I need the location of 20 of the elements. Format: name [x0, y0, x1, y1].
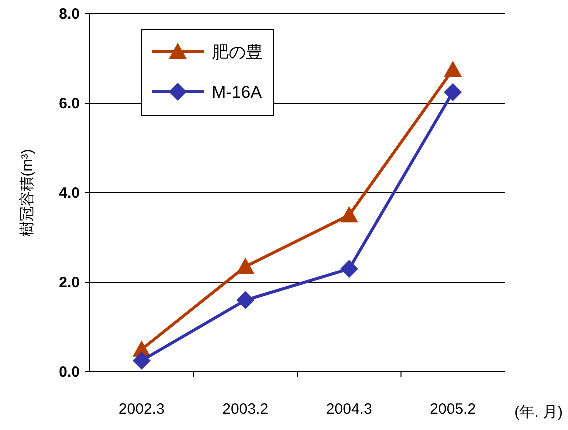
legend-label: M-16A — [212, 83, 263, 102]
y-tick-label: 0.0 — [59, 364, 80, 381]
point — [340, 260, 358, 278]
x-tick-label: 2003.2 — [222, 401, 269, 418]
point — [236, 258, 255, 274]
point — [340, 206, 358, 223]
point — [444, 60, 462, 78]
y-tick-label: 8.0 — [59, 6, 80, 23]
point — [132, 352, 151, 370]
y-axis-title: 樹冠容積(m³) — [19, 149, 36, 237]
point — [236, 291, 255, 310]
y-tick-label: 4.0 — [59, 185, 80, 202]
y-tick-label: 2.0 — [59, 274, 80, 292]
legend-label: 肥の豊 — [212, 43, 263, 62]
x-tick-label: 2005.2 — [430, 401, 476, 418]
y-tick-label: 6.0 — [59, 96, 80, 112]
point — [444, 83, 462, 102]
x-tick-label: 2002.3 — [118, 401, 165, 418]
x-tick-label: 2004.3 — [326, 401, 372, 418]
x-axis-title: (年. 月) — [514, 404, 563, 421]
